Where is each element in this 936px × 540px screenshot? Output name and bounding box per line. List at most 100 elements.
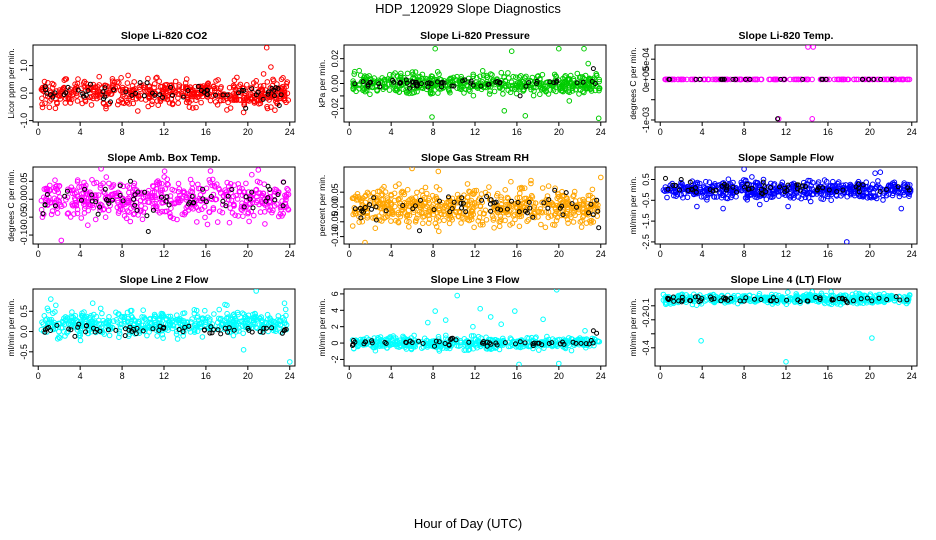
data-point xyxy=(69,201,75,207)
data-point xyxy=(435,84,441,91)
data-point xyxy=(396,89,403,95)
data-point xyxy=(126,327,132,333)
data-point xyxy=(505,70,511,76)
data-point xyxy=(523,208,528,214)
data-point xyxy=(502,77,509,84)
outlier-point xyxy=(432,45,439,52)
x-tick-label: 0 xyxy=(347,249,352,259)
data-point xyxy=(888,76,894,83)
data-point xyxy=(78,183,85,190)
data-point xyxy=(367,91,373,98)
data-point xyxy=(74,80,81,87)
data-point xyxy=(807,189,813,196)
x-tick-label: 24 xyxy=(596,249,606,259)
data-point xyxy=(419,188,425,194)
data-point xyxy=(824,187,830,193)
data-point xyxy=(97,90,104,96)
data-point xyxy=(191,327,198,334)
data-point xyxy=(744,197,751,203)
data-point xyxy=(280,203,286,209)
data-point xyxy=(530,214,536,220)
data-point xyxy=(403,77,409,83)
data-point xyxy=(357,72,364,79)
outlier-point xyxy=(585,60,592,67)
data-point xyxy=(420,220,426,227)
data-point xyxy=(798,195,805,202)
data-point xyxy=(141,84,148,91)
outlier-point xyxy=(417,228,422,234)
data-point xyxy=(770,188,776,194)
data-point xyxy=(720,76,726,82)
data-point xyxy=(594,205,601,212)
data-point xyxy=(469,190,475,197)
data-point xyxy=(216,186,223,193)
data-point xyxy=(81,179,87,186)
data-point xyxy=(590,210,597,217)
outlier-point xyxy=(785,203,791,210)
data-point xyxy=(713,76,719,83)
data-point xyxy=(454,73,460,80)
data-point xyxy=(545,205,551,211)
outlier-point xyxy=(594,330,600,336)
data-point xyxy=(475,197,482,203)
data-point xyxy=(102,82,108,89)
data-point xyxy=(456,208,463,215)
data-point xyxy=(193,104,199,111)
data-point xyxy=(176,195,182,202)
data-point xyxy=(435,90,441,96)
data-point xyxy=(589,186,596,193)
data-point xyxy=(502,340,508,346)
data-point xyxy=(383,341,389,346)
y-tick-label: -0.10 xyxy=(19,225,29,246)
data-point xyxy=(72,316,78,323)
data-point xyxy=(815,179,822,185)
data-point xyxy=(386,87,393,93)
data-point xyxy=(477,73,483,80)
data-point xyxy=(162,82,168,88)
data-point xyxy=(277,211,284,217)
data-point xyxy=(85,330,91,337)
data-point xyxy=(546,341,552,346)
data-point xyxy=(440,205,447,212)
data-point xyxy=(483,217,490,223)
data-point xyxy=(410,196,416,203)
data-point xyxy=(760,176,767,183)
data-point xyxy=(118,75,124,81)
data-point xyxy=(187,176,194,183)
data-point xyxy=(372,195,379,201)
data-point xyxy=(850,184,857,191)
data-point xyxy=(580,88,586,95)
x-tick-label: 0 xyxy=(347,371,352,381)
data-point xyxy=(149,192,156,199)
data-point xyxy=(409,340,415,346)
data-point xyxy=(395,211,402,218)
data-point xyxy=(777,184,782,190)
data-point xyxy=(404,211,411,218)
data-point xyxy=(283,197,289,203)
data-point xyxy=(588,338,594,343)
data-point xyxy=(578,340,584,346)
data-point xyxy=(439,79,445,85)
data-point xyxy=(193,204,200,211)
data-point xyxy=(249,199,256,206)
data-point xyxy=(188,188,194,194)
data-point xyxy=(550,87,557,93)
data-point xyxy=(227,181,234,187)
data-point xyxy=(150,90,155,96)
data-point xyxy=(427,89,434,96)
data-point xyxy=(477,222,484,228)
data-point xyxy=(424,337,430,344)
data-point xyxy=(527,205,533,211)
data-point xyxy=(88,312,94,319)
data-point xyxy=(463,209,469,215)
outlier-point xyxy=(281,300,288,307)
data-point xyxy=(199,206,205,213)
data-point xyxy=(68,321,74,327)
data-point xyxy=(906,193,912,199)
data-point xyxy=(186,323,192,329)
data-point xyxy=(117,321,123,328)
data-point xyxy=(128,199,134,206)
data-point xyxy=(269,325,275,331)
data-point xyxy=(684,194,691,201)
data-point xyxy=(265,89,271,95)
